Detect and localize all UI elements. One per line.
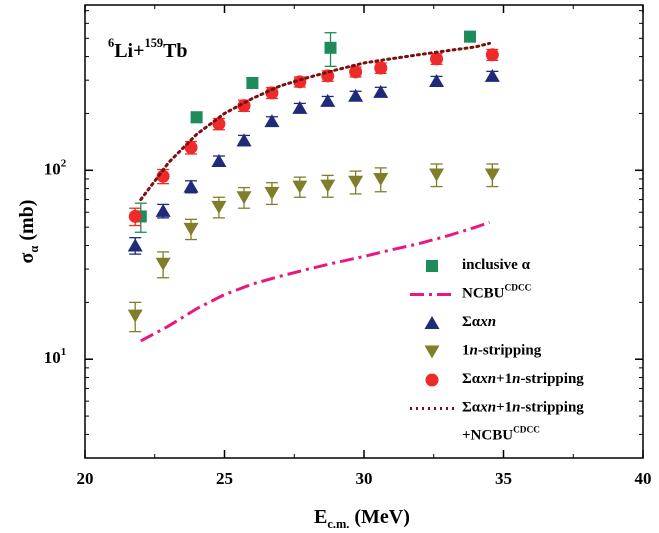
line-series: [140, 220, 491, 343]
text-segment: α: [27, 246, 41, 253]
text-segment: -stripping: [520, 400, 584, 416]
text-segment: Tb: [163, 40, 187, 62]
y-tick-label: 102: [44, 157, 67, 178]
text-segment: +1: [496, 400, 512, 416]
rich-text: σα (mb): [16, 200, 41, 264]
text-segment: Σα: [462, 314, 481, 330]
square-marker: [426, 260, 438, 272]
line-series: [139, 41, 492, 202]
triangle-marker: [348, 175, 364, 189]
x-tick-label: 40: [635, 469, 652, 488]
tick-base: 10: [44, 159, 61, 178]
triangle-marker: [183, 179, 199, 193]
text-segment: xn: [479, 371, 496, 387]
square-marker: [190, 111, 203, 124]
text-segment: xn: [479, 400, 496, 416]
square-marker: [246, 76, 259, 89]
square-marker: [464, 30, 477, 43]
triangle-marker: [292, 180, 308, 194]
triangle-marker: [424, 345, 440, 359]
square-marker: [324, 41, 337, 54]
triangle-marker: [155, 203, 171, 217]
circle-marker: [265, 86, 279, 100]
rich-text: Σαxn: [462, 314, 496, 330]
x-tick-label: 20: [77, 469, 94, 488]
circle-marker: [430, 52, 444, 66]
circle-marker: [425, 373, 439, 387]
rich-text: Σαxn+1n-stripping: [462, 371, 584, 387]
triangle-marker: [429, 74, 445, 88]
x-tick-label: 35: [495, 469, 512, 488]
triangle-marker: [373, 84, 389, 98]
text-segment: 159: [145, 36, 164, 50]
text-segment: 1: [462, 343, 470, 359]
rich-text: 6Li+159Tb: [108, 36, 188, 62]
text-segment: -stripping: [478, 343, 542, 359]
rich-text: Ec.m. (MeV): [314, 506, 410, 531]
text-segment: 6: [108, 36, 114, 50]
text-segment: n: [512, 371, 520, 387]
text-segment: Σα: [462, 400, 481, 416]
text-segment: Σα: [462, 371, 481, 387]
circle-marker: [128, 209, 142, 223]
x-tick-label: 25: [216, 469, 233, 488]
tick-base: 10: [44, 348, 61, 367]
rich-text: 1n-stripping: [462, 343, 542, 359]
text-segment: (mb): [16, 200, 38, 246]
rich-text: NCBUCDCC: [462, 284, 531, 302]
text-segment: +NCBU: [462, 428, 513, 444]
triangle-marker: [320, 93, 336, 107]
text-segment: c.m.: [327, 517, 349, 531]
x-tick-label: 30: [356, 469, 373, 488]
triangle-marker: [292, 100, 308, 114]
text-segment: xn: [479, 314, 496, 330]
triangle-marker: [211, 154, 227, 168]
text-segment: σ: [16, 252, 38, 263]
triangle-marker: [236, 133, 252, 147]
text-segment: NCBU: [462, 286, 505, 302]
rich-text: Σαxn+1n-stripping +NCBUCDCC: [462, 400, 584, 444]
triangle-marker: [264, 186, 280, 200]
triangle-marker: [348, 88, 364, 102]
text-segment: n: [470, 343, 478, 359]
text-segment: +1: [496, 371, 512, 387]
text-segment: Li+: [114, 40, 144, 62]
text-segment: CDCC: [513, 425, 540, 435]
text-segment: -stripping: [520, 371, 584, 387]
circle-marker: [485, 48, 499, 62]
triangle-marker: [155, 257, 171, 271]
tick-exponent: 2: [61, 157, 67, 169]
text-segment: E: [314, 506, 327, 528]
triangle-marker: [211, 200, 227, 214]
triangle-marker: [264, 114, 280, 128]
text-segment: CDCC: [505, 284, 532, 294]
triangle-marker: [127, 238, 143, 252]
triangle-marker: [484, 168, 500, 182]
triangle-marker: [424, 316, 440, 329]
circle-marker: [374, 61, 388, 75]
text-segment: n: [512, 400, 520, 416]
plot-frame: [84, 4, 644, 459]
triangle-marker: [183, 222, 199, 236]
triangle-marker: [236, 191, 252, 205]
triangle-marker: [484, 68, 500, 82]
triangle-marker: [373, 172, 389, 186]
triangle-marker: [320, 179, 336, 193]
circle-marker: [349, 65, 363, 79]
triangle-marker: [127, 309, 143, 323]
text-segment: (MeV): [349, 506, 410, 528]
triangle-marker: [429, 168, 445, 182]
tick-exponent: 1: [61, 346, 67, 358]
rich-text: inclusive α: [462, 257, 531, 273]
text-segment: inclusive α: [462, 257, 531, 273]
y-tick-label: 101: [44, 346, 67, 367]
